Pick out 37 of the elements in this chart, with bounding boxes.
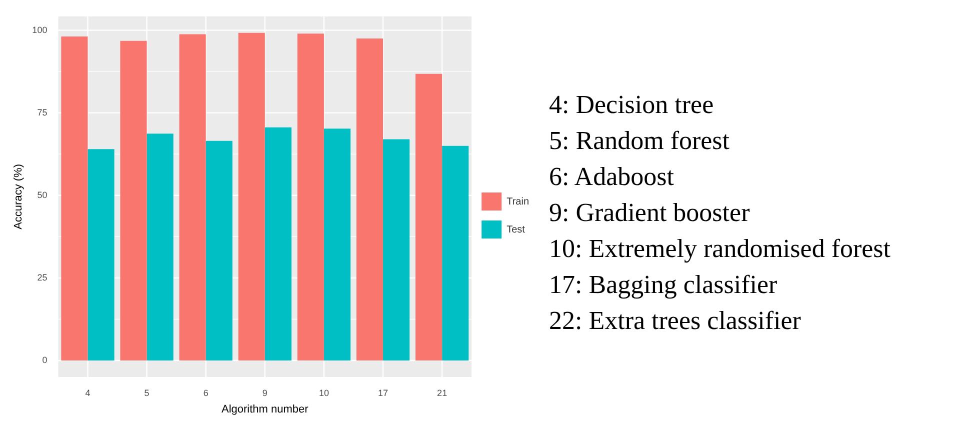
text: 4: Decision tree <box>549 88 715 120</box>
bar <box>442 146 469 360</box>
bar <box>324 128 351 360</box>
text: 22: Extra trees classifier <box>549 304 802 336</box>
text: 9: Gradient booster <box>549 196 751 228</box>
bar <box>264 127 292 360</box>
bar <box>61 36 88 360</box>
x-tick-label: 4 <box>85 388 90 398</box>
bar <box>297 34 324 360</box>
y-axis-title: Accuracy (%) <box>12 164 25 230</box>
legend-label: Test <box>506 224 526 236</box>
text: 17: Bagging classifier <box>549 268 778 301</box>
x-tick-label: 17 <box>378 388 388 398</box>
y-tick-label: 50 <box>37 190 48 200</box>
bar <box>146 134 174 360</box>
bar <box>238 32 265 360</box>
text: 6: Adaboost <box>549 160 675 192</box>
bar <box>179 34 206 360</box>
bar <box>356 38 384 360</box>
x-axis-title: Algorithm number <box>221 403 309 416</box>
text: 5: Random forest <box>549 124 731 156</box>
y-tick-label: 100 <box>32 24 48 35</box>
y-tick-label: 25 <box>37 272 48 282</box>
text: 10: Extremely randomised forest <box>549 232 891 265</box>
bar <box>206 140 232 360</box>
y-tick-label: 0 <box>42 354 48 365</box>
x-tick-label: 21 <box>437 388 448 398</box>
x-tick-label: 9 <box>262 388 268 398</box>
y-tick-label: 75 <box>37 107 48 118</box>
x-tick-label: 6 <box>203 388 208 398</box>
legend-label: Train <box>506 196 530 208</box>
bar <box>88 149 114 360</box>
x-tick-label: 10 <box>318 388 329 398</box>
bar <box>415 74 442 360</box>
bar <box>383 139 410 360</box>
bar <box>120 40 147 360</box>
x-tick-label: 5 <box>144 388 150 398</box>
